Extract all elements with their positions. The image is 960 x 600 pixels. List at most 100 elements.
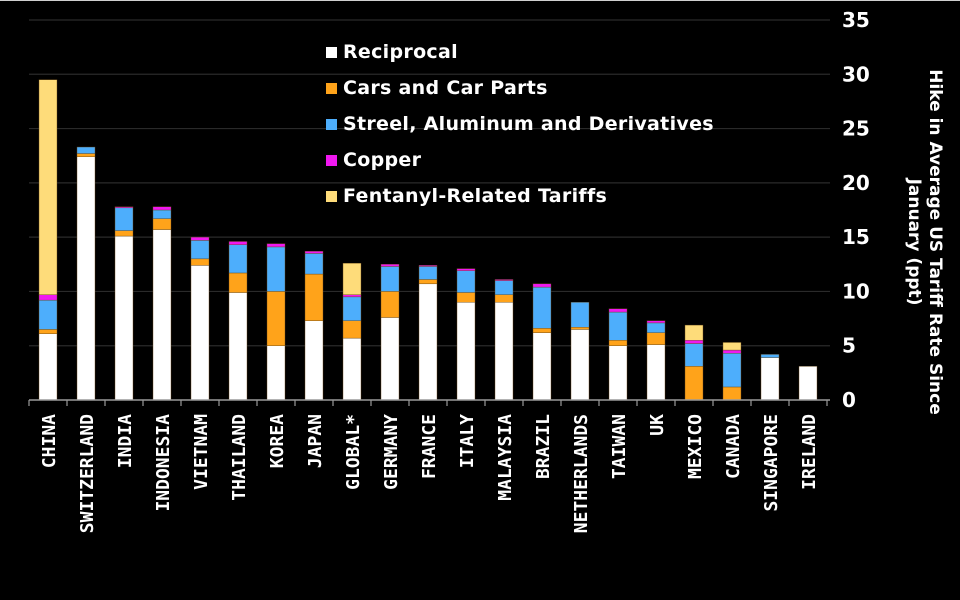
legend-item-copper: Copper (326, 142, 714, 178)
bar-segment-reciprocal (190, 265, 210, 401)
bar-segment-reciprocal (38, 333, 58, 401)
bar-segment-reciprocal (342, 337, 362, 401)
bar-segment-cars (646, 332, 666, 345)
bar-segment-copper (494, 279, 514, 281)
bar-segment-cars (418, 279, 438, 285)
bar-segment-steel (76, 146, 96, 154)
y-tick-label: 25 (842, 117, 870, 141)
x-tick-label: GLOBAL* (343, 414, 364, 490)
x-tick-label: MEXICO (685, 414, 706, 479)
bar-segment-cars (570, 327, 590, 330)
bar-segment-cars (494, 294, 514, 303)
bar-segment-steel (304, 253, 324, 275)
top-border (0, 0, 960, 1)
y-axis-title: Hike in Average US Tariff Rate Since Jan… (885, 22, 945, 462)
x-tick-label: ITALY (457, 414, 478, 468)
bar-segment-reciprocal (418, 283, 438, 401)
x-tick-label: TAIWAN (609, 414, 630, 479)
bar-segment-cars (114, 230, 134, 237)
bar-segment-cars (380, 291, 400, 318)
legend-label: Cars and Car Parts (343, 77, 548, 99)
bar-stack-canada (722, 342, 742, 401)
bar-segment-reciprocal (304, 320, 324, 401)
bar-segment-steel (532, 286, 552, 329)
bar-stack-germany (380, 264, 400, 401)
bar-segment-cars (722, 386, 742, 401)
bar-segment-reciprocal (380, 317, 400, 401)
bar-segment-reciprocal (798, 366, 818, 401)
bar-stack-malaysia (494, 279, 514, 401)
bar-segment-cars (38, 329, 58, 334)
bar-segment-copper (266, 243, 286, 248)
bar-segment-copper (38, 294, 58, 301)
legend-item-cars: Cars and Car Parts (326, 70, 714, 106)
x-axis (28, 399, 830, 406)
legend-swatch-reciprocal (326, 46, 337, 58)
bar-stack-mexico (684, 324, 704, 401)
bar-segment-cars (684, 366, 704, 401)
bar-segment-fentanyl (684, 324, 704, 341)
x-tick-label: KOREA (267, 414, 288, 468)
bar-segment-reciprocal (456, 302, 476, 401)
bar-stack-india (114, 206, 134, 401)
bar-stack-france (418, 265, 438, 401)
bar-segment-copper (684, 340, 704, 344)
bar-stack-vietnam (190, 236, 210, 401)
bar-stack-brazil (532, 283, 552, 401)
bar-segment-reciprocal (760, 357, 780, 401)
legend: Reciprocal Cars and Car Parts Streel, Al… (326, 34, 714, 214)
x-tick-label: SINGAPORE (761, 414, 782, 512)
bar-segment-copper (380, 264, 400, 267)
x-tick-label: VIETNAM (191, 414, 212, 490)
x-tick-label: FRANCE (419, 414, 440, 479)
legend-item-steel: Streel, Aluminum and Derivatives (326, 106, 714, 142)
bar-segment-steel (760, 354, 780, 358)
y-tick-label: 20 (842, 171, 870, 195)
bar-segment-fentanyl (38, 79, 58, 295)
bar-segment-steel (570, 302, 590, 328)
y-tick-label: 30 (842, 62, 870, 86)
bar-segment-reciprocal (76, 156, 96, 401)
bar-segment-cars (342, 320, 362, 339)
legend-swatch-steel (326, 118, 337, 130)
bar-segment-copper (722, 349, 742, 354)
bar-stack-singapore (760, 354, 780, 401)
bars (38, 79, 818, 401)
bar-stack-ireland (798, 366, 818, 401)
y-axis-title-line-1: Hike in Average US Tariff Rate Since (925, 69, 945, 415)
bar-segment-fentanyl (342, 263, 362, 295)
bar-segment-cars (152, 218, 172, 230)
x-tick-label: CANADA (723, 414, 744, 479)
bar-segment-steel (646, 322, 666, 333)
bar-segment-steel (38, 299, 58, 330)
bar-segment-reciprocal (114, 235, 134, 401)
y-tick-label: 35 (842, 8, 870, 32)
bar-segment-fentanyl (722, 342, 742, 351)
bar-stack-uk (646, 320, 666, 401)
bar-stack-taiwan (608, 308, 628, 401)
bar-segment-copper (304, 251, 324, 254)
bar-segment-steel (190, 240, 210, 260)
bar-segment-copper (532, 283, 552, 288)
bar-segment-cars (76, 153, 96, 158)
x-tick-label: BRAZIL (533, 414, 554, 479)
bar-segment-copper (608, 308, 628, 313)
bar-segment-reciprocal (570, 329, 590, 401)
y-tick-label: 10 (842, 279, 870, 303)
bar-stack-netherlands (570, 302, 590, 401)
x-tick-label: INDIA (115, 414, 136, 468)
bar-segment-copper (456, 268, 476, 271)
x-tick-label: IRELAND (799, 414, 820, 490)
bar-segment-copper (114, 206, 134, 209)
bar-segment-copper (190, 236, 210, 241)
x-tick-label: UK (647, 414, 668, 436)
legend-item-fentanyl: Fentanyl-Related Tariffs (326, 178, 714, 214)
bar-segment-cars (456, 292, 476, 303)
bar-segment-copper (342, 294, 362, 298)
x-tick-label: CHINA (39, 414, 60, 468)
legend-swatch-fentanyl (326, 190, 337, 202)
bar-segment-steel (608, 311, 628, 341)
y-tick-label: 5 (842, 334, 856, 358)
bar-segment-steel (228, 244, 248, 274)
legend-label: Copper (343, 149, 422, 171)
